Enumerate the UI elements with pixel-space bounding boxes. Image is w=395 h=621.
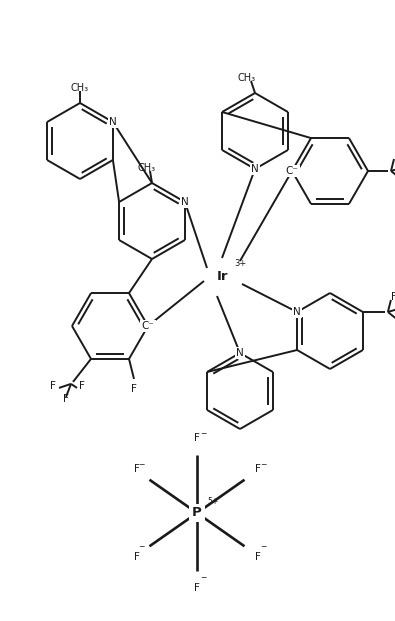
Text: F: F (391, 292, 395, 302)
Text: P: P (192, 507, 202, 520)
Text: F: F (254, 464, 260, 474)
Text: Ir: Ir (216, 270, 228, 283)
Text: F: F (194, 433, 200, 443)
Text: N: N (109, 117, 117, 127)
Text: −: − (261, 542, 267, 551)
Text: F: F (63, 394, 69, 404)
Text: 3+: 3+ (234, 259, 246, 268)
Text: F: F (131, 384, 137, 394)
Text: F: F (194, 583, 200, 593)
Text: F: F (134, 464, 139, 474)
Text: F: F (79, 381, 85, 391)
Text: N: N (251, 164, 259, 174)
Text: 5+: 5+ (207, 497, 218, 506)
Text: N: N (236, 348, 244, 358)
Text: −: − (139, 460, 145, 469)
Text: −: − (139, 542, 145, 551)
Text: F: F (394, 151, 395, 161)
Text: F: F (50, 381, 56, 391)
Text: CH₃: CH₃ (138, 163, 156, 173)
Text: −: − (200, 573, 206, 582)
Text: C⁻: C⁻ (286, 166, 299, 176)
Text: −: − (261, 460, 267, 469)
Text: N: N (181, 197, 189, 207)
Text: F: F (254, 552, 260, 562)
Text: F: F (134, 552, 139, 562)
Text: CH₃: CH₃ (71, 83, 89, 93)
Text: N: N (293, 307, 301, 317)
Text: CH₃: CH₃ (238, 73, 256, 83)
Text: −: − (200, 429, 206, 438)
Text: C⁻: C⁻ (141, 321, 154, 331)
